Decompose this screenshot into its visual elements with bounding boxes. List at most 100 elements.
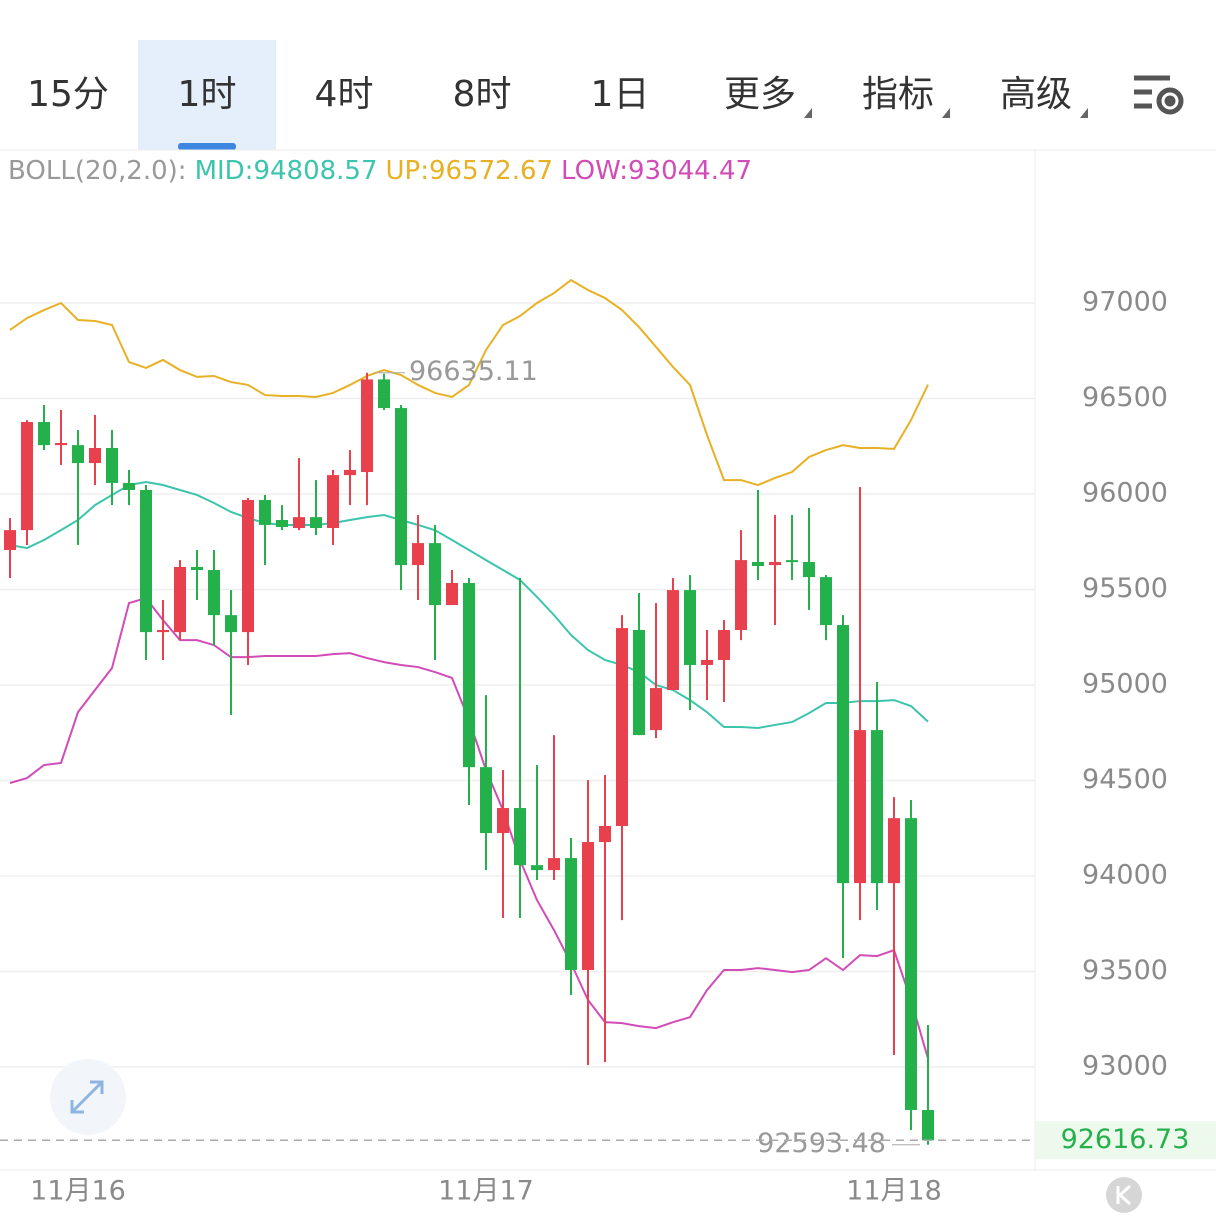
price-tag-bg [1035, 1121, 1216, 1160]
candle-body [191, 566, 203, 571]
candle-body [582, 842, 594, 971]
tab[interactable]: 指标 [862, 74, 934, 115]
candle-body [446, 583, 458, 605]
candle-body [599, 825, 611, 843]
candle-body [72, 445, 84, 464]
candle-body [38, 422, 50, 446]
candle-body [55, 443, 67, 446]
candle-body [310, 517, 322, 529]
max-label: 96635.11 [409, 356, 538, 387]
min-label: 92593.48 [757, 1128, 886, 1159]
candle-body [514, 808, 526, 866]
legend-value: 93044.47 [628, 156, 752, 186]
candle-body [463, 583, 475, 768]
candle-body [684, 590, 696, 665]
y-tick-label: 96000 [1082, 478, 1168, 509]
candle-body [922, 1110, 934, 1141]
tab[interactable]: 1时 [178, 74, 237, 115]
k-button[interactable] [1106, 1177, 1142, 1213]
y-tick-label: 94500 [1082, 764, 1168, 795]
legend-label: UP: [386, 156, 429, 186]
tab[interactable]: 1日 [591, 74, 650, 115]
dropdown-mark [1080, 108, 1088, 118]
indicator-header: BOLL(20,2.0): MID:94808.57 UP:96572.67 LOW:… [8, 156, 752, 186]
candle-body [412, 543, 424, 566]
legend-value: 96572.67 [429, 156, 553, 186]
boll-line [9, 278, 929, 487]
plot: 93000 93500 94000 94500 95000 95500 96000 96500… [0, 278, 1216, 1207]
candle-body [616, 628, 628, 826]
y-tick-label: 93500 [1082, 955, 1168, 986]
candle-body [769, 562, 781, 566]
tab[interactable]: 4时 [315, 74, 374, 115]
candle-body [89, 447, 101, 464]
candle-body [225, 615, 237, 633]
candle-body [786, 560, 798, 563]
x-tick-label: 11月17 [438, 1176, 534, 1207]
y-tick-label: 93000 [1082, 1051, 1168, 1082]
candle-body [157, 630, 169, 633]
candle-body [650, 688, 662, 731]
candle-body [429, 543, 441, 605]
dropdown-mark [942, 108, 950, 118]
tab[interactable]: 高级 [1000, 74, 1072, 115]
candle-body [208, 570, 220, 616]
settings-icon[interactable] [1134, 75, 1184, 115]
dropdown-mark [804, 108, 812, 118]
candle-body [854, 730, 866, 884]
candle-body [905, 818, 917, 1111]
candle-body [276, 519, 288, 528]
y-tick-label: 95500 [1082, 573, 1168, 604]
y-tick-label: 95000 [1082, 669, 1168, 700]
candle-body [667, 590, 679, 690]
boll-line [9, 480, 929, 730]
tab[interactable]: 15分 [27, 74, 109, 115]
tab-bar: 15分 1时 4时 8时 1日 更多 指标 高级 [27, 74, 1088, 118]
candle-body [497, 808, 509, 834]
candle-body [752, 562, 764, 567]
candle-body [378, 379, 390, 409]
candle-body [803, 562, 815, 578]
candle-body [4, 530, 16, 550]
tab[interactable]: 更多 [724, 74, 796, 115]
candle-body [701, 660, 713, 665]
candle-body [123, 482, 135, 490]
candle-body [633, 630, 645, 736]
x-tick-label: 11月16 [30, 1176, 126, 1207]
candle-body [344, 469, 356, 476]
expand-button[interactable] [50, 1059, 126, 1135]
candle-body [531, 865, 543, 871]
price-tag: 92616.73 [1061, 1124, 1190, 1155]
candle-body [888, 818, 900, 884]
candle-body [327, 475, 339, 529]
candle-body [21, 422, 33, 531]
indicator-name: BOLL(20,2.0): [8, 156, 187, 186]
candle-body [242, 499, 254, 633]
y-tick-label: 96500 [1082, 382, 1168, 413]
candle-body [361, 379, 373, 473]
candle-body [820, 577, 832, 626]
selected-tab-bg [138, 40, 276, 150]
tab[interactable]: 8时 [453, 74, 512, 115]
candle-body [735, 560, 747, 631]
candle-body [837, 625, 849, 884]
selected-tab-indicator [178, 143, 236, 150]
y-tick-label: 97000 [1082, 287, 1168, 318]
legend-label: MID: [195, 156, 254, 186]
y-tick-label: 94000 [1082, 860, 1168, 891]
candle-body [871, 730, 883, 884]
candle-body [106, 447, 118, 483]
candle-body [548, 858, 560, 871]
candle-body [718, 630, 730, 660]
candle-body [293, 517, 305, 529]
candle-body [565, 858, 577, 971]
legend-label: LOW: [561, 156, 628, 186]
x-tick-label: 11月18 [846, 1176, 942, 1207]
candle-body [395, 408, 407, 566]
candle-body [174, 566, 186, 633]
candle-body [140, 490, 152, 633]
candle-body [480, 767, 492, 834]
candle-body [259, 499, 271, 525]
legend-value: 94808.57 [253, 156, 377, 186]
